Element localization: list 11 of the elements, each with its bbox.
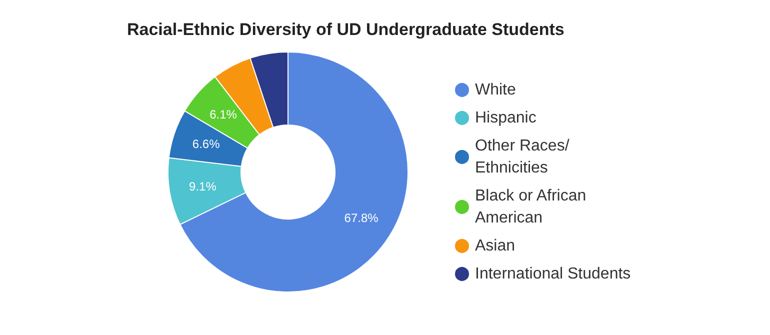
- legend-label: Black or African American: [475, 188, 591, 226]
- legend-label: International Students: [475, 266, 631, 282]
- data-label: 67.8%: [344, 210, 379, 225]
- legend-label: Other Races/ Ethnicities: [475, 138, 574, 176]
- chart-title: Racial-Ethnic Diversity of UD Undergraduate Students: [127, 20, 564, 39]
- data-label: 6.1%: [210, 108, 238, 122]
- legend-label: Asian: [475, 238, 516, 254]
- data-label: 9.1%: [189, 179, 217, 194]
- legend-label: Hispanic: [475, 110, 536, 126]
- legend-label: White: [475, 82, 516, 98]
- data-label: 6.6%: [192, 137, 220, 152]
